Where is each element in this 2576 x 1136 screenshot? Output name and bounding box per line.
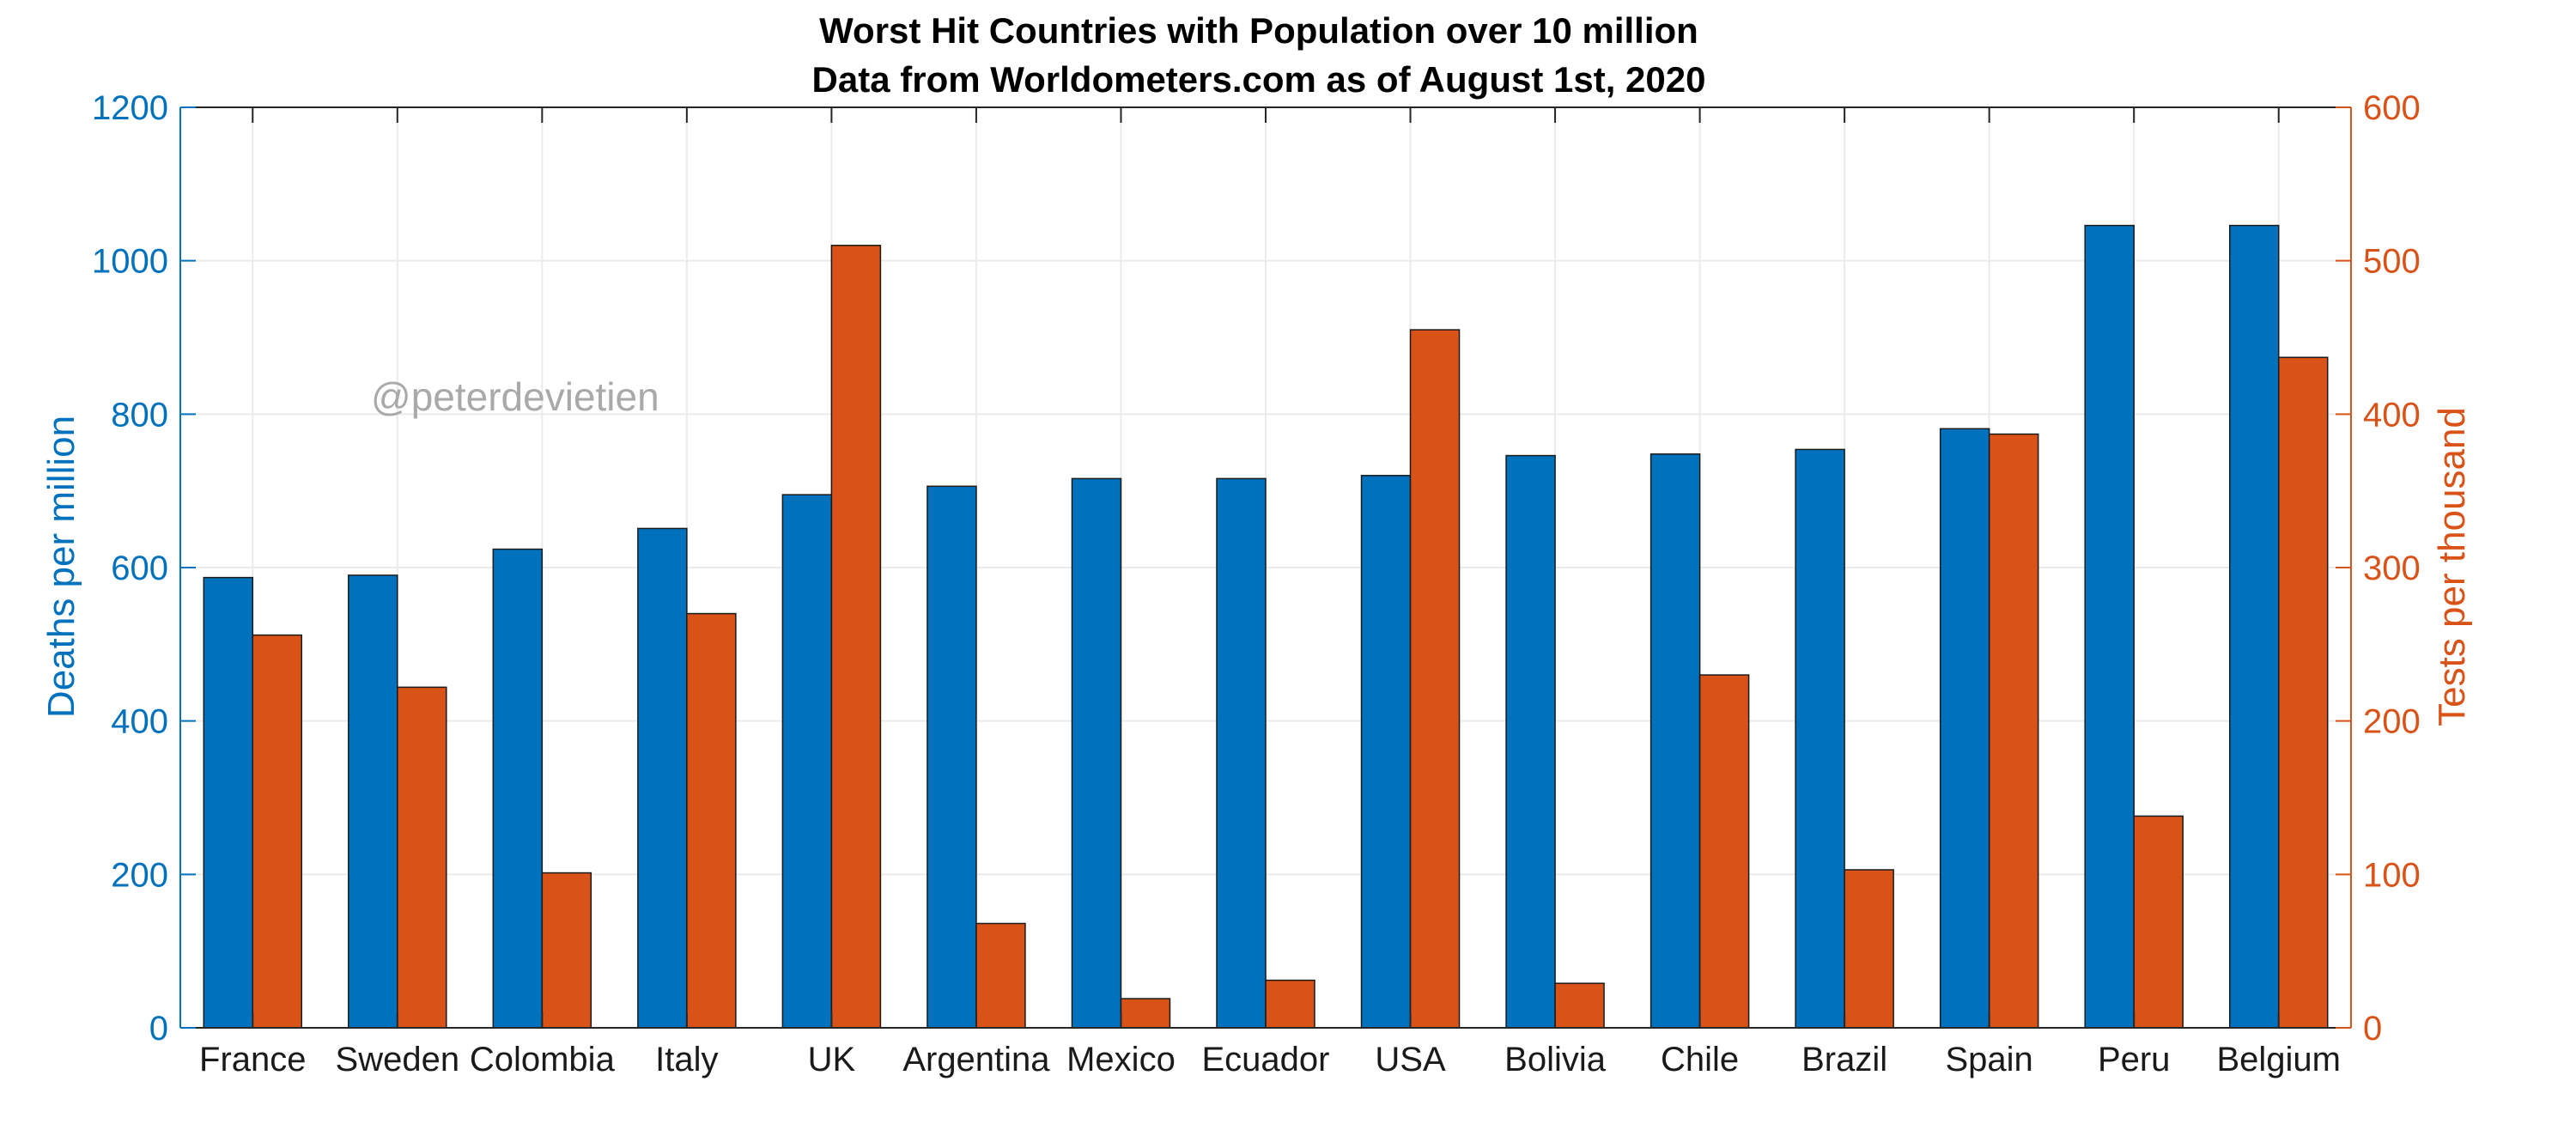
bar-tests-bolivia (1554, 982, 1605, 1029)
bar-deaths-belgium (2228, 224, 2280, 1029)
y-tick-label-right: 200 (2363, 703, 2421, 741)
x-tick-label: Colombia (470, 1041, 616, 1078)
category-labels: France Sweden Colombia Italy UK Argentina Mexi… (199, 1041, 2341, 1078)
bar-deaths-peru (2084, 224, 2135, 1029)
axes (179, 106, 2352, 1029)
y-tick-label-right: 400 (2363, 396, 2421, 434)
bar-deaths-mexico (1071, 477, 1122, 1029)
x-tick-label: Argentina (902, 1041, 1050, 1078)
bar-deaths-sweden (348, 574, 398, 1029)
x-tick-label: Bolivia (1504, 1041, 1607, 1078)
x-tick-label: Belgium (2216, 1041, 2341, 1078)
y-axis-title-left: Deaths per million (40, 416, 82, 718)
x-tick-label: Brazil (1801, 1041, 1887, 1078)
y-tick-label-right: 300 (2363, 550, 2421, 587)
bar-tests-argentina (975, 922, 1026, 1029)
bar-deaths-italy (637, 527, 688, 1029)
bar-deaths-france (203, 576, 254, 1029)
bar-deaths-ecuador (1216, 477, 1267, 1029)
bar-deaths-colombia (492, 548, 544, 1029)
bar-tests-sweden (397, 686, 447, 1029)
bar-tests-brazil (1844, 869, 1894, 1029)
y-tick-label-right: 0 (2363, 1010, 2382, 1048)
x-tick-label: Italy (655, 1041, 718, 1078)
bar-tests-usa (1409, 329, 1461, 1029)
x-tick-label: UK (808, 1041, 856, 1078)
x-tick-label: Chile (1661, 1041, 1739, 1078)
x-tick-label: France (199, 1041, 307, 1078)
y-tick-label-left: 600 (111, 550, 168, 587)
y-tick-label-right: 600 (2363, 89, 2421, 127)
y-tick-label-left: 1000 (92, 243, 168, 281)
chart-subtitle: Data from Worldometers.com as of August … (812, 59, 1706, 100)
bar-tests-ecuador (1265, 979, 1315, 1029)
bar-tests-peru (2133, 815, 2184, 1029)
bar-deaths-brazil (1795, 448, 1845, 1029)
y-tick-label-right: 500 (2363, 243, 2421, 281)
y-tick-label-left: 800 (111, 396, 168, 434)
bar-tests-italy (686, 612, 737, 1029)
y-tick-label-left: 1200 (92, 89, 168, 127)
x-tick-label: USA (1375, 1041, 1446, 1078)
x-tick-label: Sweden (336, 1041, 460, 1078)
x-tick-label: Spain (1946, 1041, 2033, 1078)
watermark-text: @peterdevietien (371, 374, 659, 419)
bar-tests-colombia (541, 872, 592, 1029)
bar-deaths-chile (1649, 453, 1701, 1029)
bars (203, 224, 2329, 1029)
y-tick-label-left: 0 (149, 1010, 168, 1048)
bar-tests-mexico (1120, 998, 1171, 1029)
chart-title: Worst Hit Countries with Population over… (819, 10, 1698, 51)
y-tick-label-left: 200 (111, 856, 168, 894)
bar-tests-uk (830, 245, 882, 1029)
bar-deaths-uk (781, 494, 833, 1029)
bar-tests-spain (1988, 433, 2039, 1029)
x-tick-label: Ecuador (1202, 1041, 1330, 1078)
x-tick-label: Mexico (1066, 1041, 1176, 1078)
bar-deaths-usa (1360, 475, 1412, 1029)
bar-tests-belgium (2277, 356, 2329, 1029)
tick-labels: 0 200 400 600 800 1000 1200 0 100 200 300 400 500 600 (92, 89, 2421, 1048)
bar-deaths-bolivia (1505, 454, 1556, 1029)
bar-deaths-spain (1939, 428, 1990, 1029)
bar-deaths-argentina (927, 485, 977, 1029)
bar-tests-france (252, 634, 303, 1029)
y-axis-title-right: Tests per thousand (2431, 407, 2473, 726)
y-tick-label-right: 100 (2363, 856, 2421, 894)
bar-tests-chile (1698, 674, 1750, 1029)
y-tick-label-left: 400 (111, 703, 168, 741)
x-tick-label: Peru (2098, 1041, 2171, 1078)
